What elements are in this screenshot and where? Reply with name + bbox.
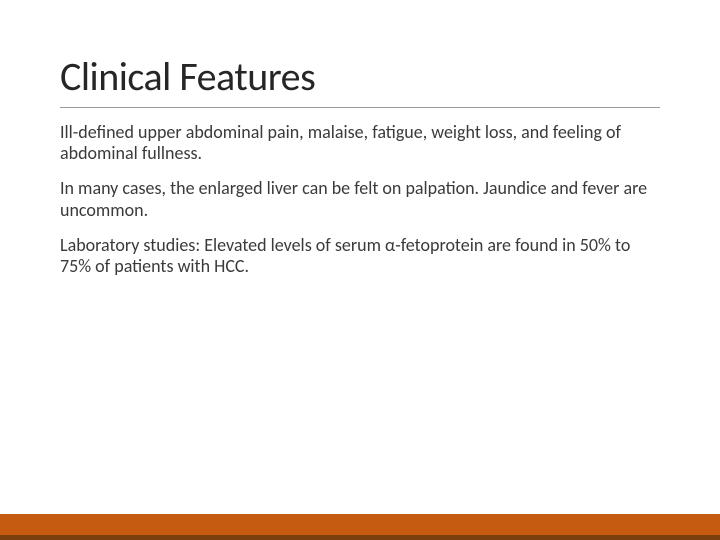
footer-accent [0,535,720,540]
paragraph: In many cases, the enlarged liver can be… [60,178,660,220]
paragraph: Laboratory studies: Elevated levels of s… [60,235,660,277]
slide-body: Ill-defined upper abdominal pain, malais… [60,122,660,277]
paragraph: Ill-defined upper abdominal pain, malais… [60,122,660,164]
slide: Clinical Features Ill-defined upper abdo… [0,0,720,540]
slide-title: Clinical Features [60,52,660,108]
